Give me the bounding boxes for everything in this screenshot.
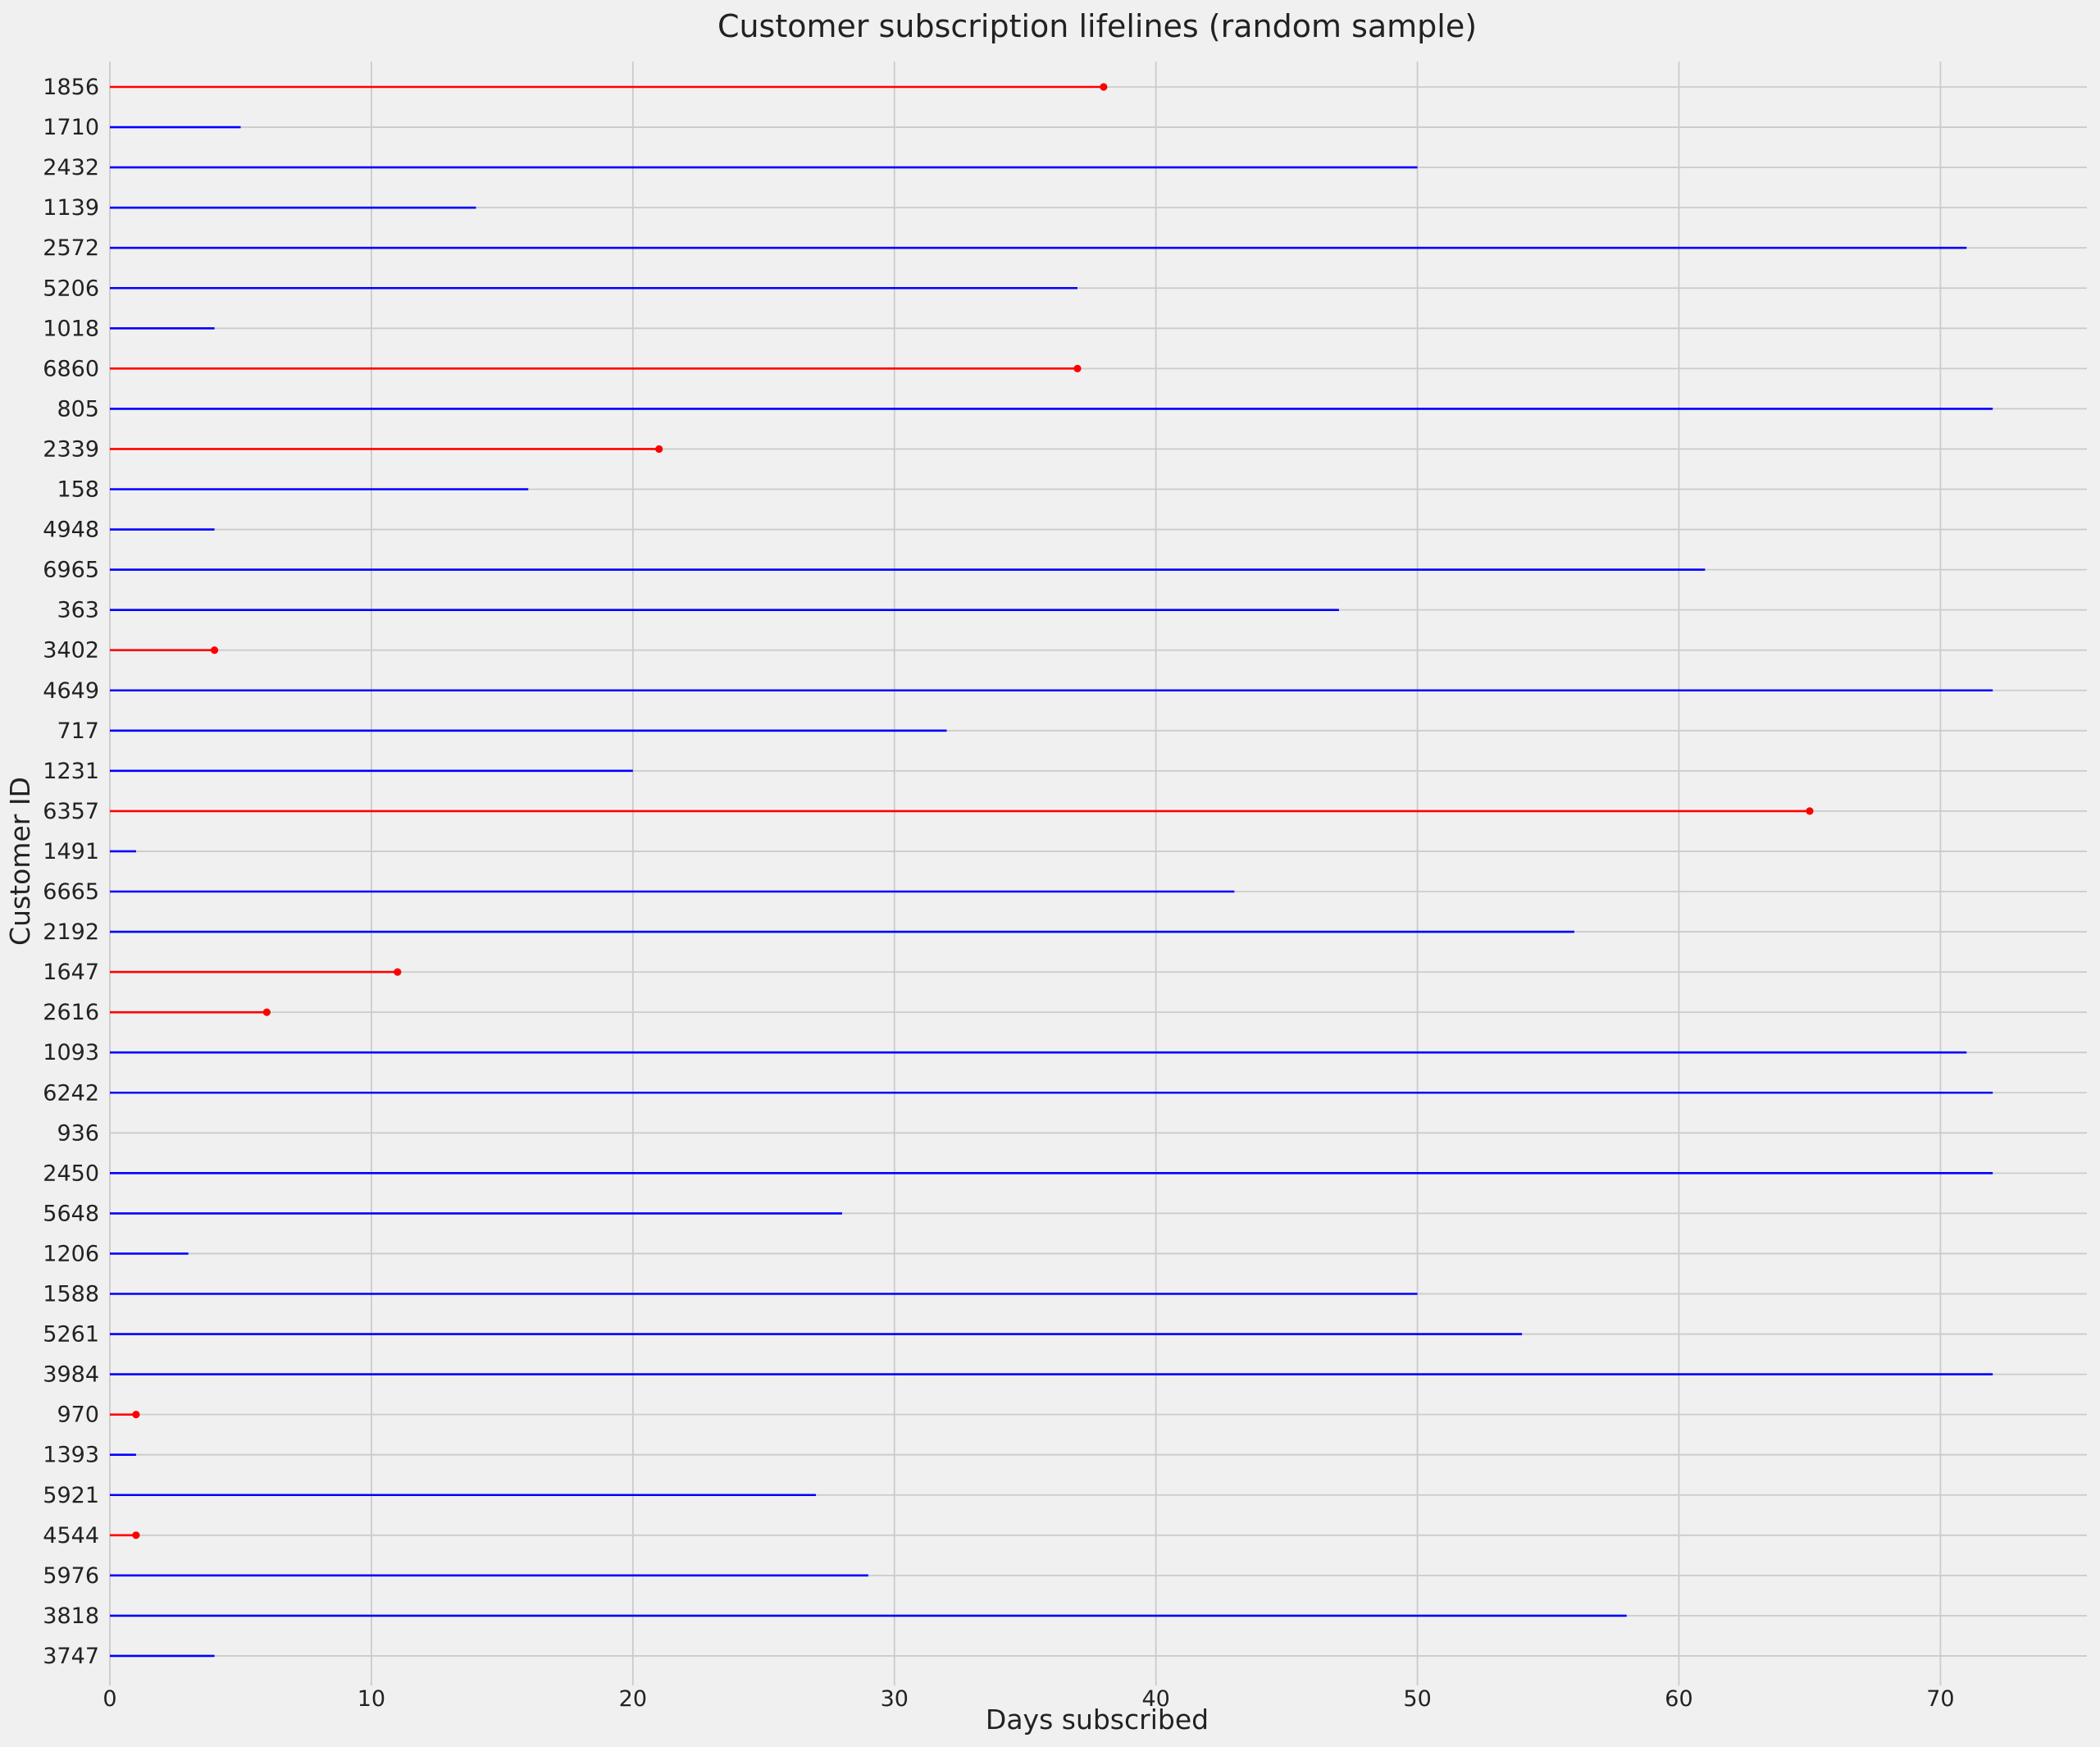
chart-title: Customer subscription lifelines (random … [717, 8, 1477, 44]
y-tick-label: 3984 [43, 1362, 99, 1388]
churn-point-4544 [132, 1531, 140, 1539]
y-tick-label: 1206 [43, 1241, 99, 1266]
y-tick-label: 4948 [43, 518, 99, 543]
y-tick-label: 1231 [43, 759, 99, 784]
x-tick-label: 30 [881, 1686, 909, 1712]
y-tick-label: 2339 [43, 436, 99, 462]
y-tick-label: 5921 [43, 1483, 99, 1508]
y-tick-label: 3747 [43, 1644, 99, 1669]
x-tick-label: 60 [1665, 1686, 1692, 1712]
y-tick-label: 5976 [43, 1563, 99, 1589]
x-tick-label: 70 [1926, 1686, 1954, 1712]
y-tick-label: 6665 [43, 879, 99, 905]
churn-point-6860 [1073, 364, 1082, 372]
y-tick-label: 3818 [43, 1603, 99, 1629]
y-tick-label: 1647 [43, 960, 99, 985]
x-tick-label: 50 [1403, 1686, 1431, 1712]
y-tick-label: 1018 [43, 316, 99, 341]
y-tick-label: 936 [57, 1120, 99, 1146]
x-tick-label: 20 [619, 1686, 647, 1712]
y-tick-label: 6860 [43, 356, 99, 381]
x-tick-label: 0 [102, 1686, 116, 1712]
y-tick-label: 1093 [43, 1040, 99, 1065]
churn-point-1647 [394, 968, 402, 976]
y-tick-label: 4544 [43, 1523, 99, 1549]
y-tick-label: 1393 [43, 1443, 99, 1468]
churn-point-1856 [1100, 83, 1108, 91]
x-tick-label: 10 [358, 1686, 385, 1712]
churn-point-3402 [210, 646, 219, 655]
churn-point-6357 [1806, 807, 1814, 815]
lifelines-layer [110, 83, 1993, 1658]
y-tick-label: 6965 [43, 558, 99, 583]
y-tick-label: 1856 [43, 75, 99, 100]
x-tick-labels: 0 10 20 30 40 50 60 70 [102, 1686, 1954, 1712]
y-tick-label: 6357 [43, 799, 99, 824]
y-tick-label: 1491 [43, 839, 99, 864]
churn-point-970 [132, 1411, 140, 1419]
y-tick-label: 363 [57, 598, 99, 623]
churn-point-2339 [655, 445, 663, 454]
y-tick-label: 717 [57, 718, 99, 744]
y-tick-label: 4649 [43, 678, 99, 704]
y-tick-label: 2192 [43, 919, 99, 945]
y-tick-label: 2572 [43, 235, 99, 261]
y-tick-label: 6242 [43, 1080, 99, 1106]
y-tick-label: 2432 [43, 155, 99, 180]
y-tick-label: 1588 [43, 1282, 99, 1307]
y-axis-label: Customer ID [4, 777, 36, 946]
churn-point-2616 [262, 1008, 271, 1016]
y-tick-label: 5261 [43, 1322, 99, 1348]
y-tick-label: 1139 [43, 195, 99, 221]
y-tick-label: 5648 [43, 1201, 99, 1226]
x-axis-label: Days subscribed [986, 1704, 1209, 1736]
y-tick-label: 2616 [43, 1000, 99, 1025]
y-tick-label: 2450 [43, 1161, 99, 1186]
y-tick-label: 970 [57, 1403, 99, 1428]
y-tick-label: 5206 [43, 276, 99, 301]
y-tick-labels: 1856 1710 2432 1139 2572 5206 1018 6860 805 2339 1… [43, 75, 99, 1669]
y-tick-label: 805 [57, 396, 99, 422]
y-tick-label: 3402 [43, 638, 99, 664]
x-tick-label: 40 [1141, 1686, 1169, 1712]
y-tick-label: 1710 [43, 115, 99, 140]
y-tick-label: 158 [57, 477, 99, 503]
